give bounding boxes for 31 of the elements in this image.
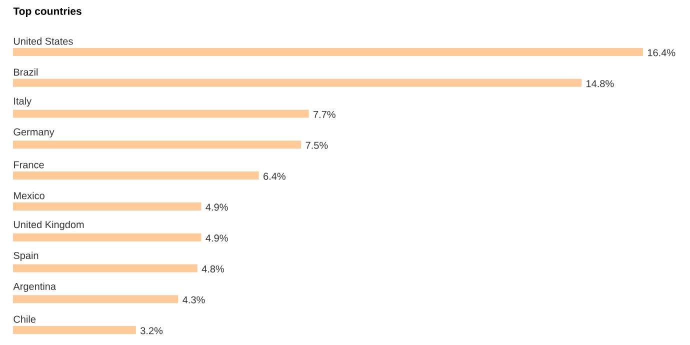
data-label: 4.3%	[182, 296, 205, 304]
data-label: 7.7%	[314, 110, 336, 118]
bar	[13, 326, 136, 334]
data-label: 4.9%	[206, 234, 228, 242]
bar	[13, 140, 302, 149]
data-label: 16.4%	[648, 49, 676, 56]
bar	[13, 264, 198, 272]
y-tick-label: Chile	[14, 315, 36, 323]
y-tick-label: Germany	[14, 128, 54, 138]
y-tick-label: Spain	[14, 252, 38, 262]
data-label: 14.8%	[586, 80, 614, 88]
y-tick-label: Brazil	[14, 68, 38, 76]
y-tick-label: Mexico	[14, 192, 44, 200]
y-tick-label: United Kingdom	[14, 220, 84, 230]
data-label: 4.8%	[202, 265, 224, 272]
y-tick-label: United States	[14, 37, 73, 45]
bar	[13, 172, 259, 180]
bar	[13, 110, 309, 118]
y-tick-label: Argentina	[13, 282, 56, 292]
y-tick-label: France	[14, 161, 44, 168]
data-label: 3.2%	[140, 327, 163, 334]
bar	[13, 233, 202, 242]
chart-title: Top countries	[13, 7, 82, 17]
data-label: 6.4%	[264, 172, 286, 180]
bar	[13, 202, 202, 210]
bar	[13, 295, 178, 304]
bar	[13, 48, 644, 56]
bar	[13, 78, 582, 87]
y-tick-label: Italy	[14, 97, 32, 107]
data-label: 7.5%	[306, 142, 328, 149]
data-label: 4.9%	[206, 204, 228, 211]
